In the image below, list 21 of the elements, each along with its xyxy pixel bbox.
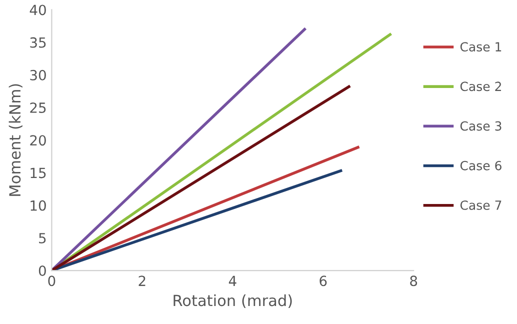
y-tick-label: 20 xyxy=(30,135,46,146)
x-axis-title: Rotation (mrad) xyxy=(174,294,292,308)
y-tick-label: 25 xyxy=(30,102,46,113)
x-tick-label: 6 xyxy=(320,276,327,286)
y-tick-label: 0 xyxy=(38,266,46,276)
legend-label: Case 7 xyxy=(460,200,502,210)
legend-label: Case 1 xyxy=(460,42,502,52)
x-tick-label: 0 xyxy=(48,276,56,286)
legend-label: Case 6 xyxy=(460,160,502,170)
legend-label: Case 2 xyxy=(460,82,501,92)
y-tick-label: 15 xyxy=(30,168,46,178)
y-tick-label: 5 xyxy=(39,233,46,244)
y-tick-label: 30 xyxy=(30,70,46,80)
y-tick-label: 35 xyxy=(30,37,46,48)
y-axis-title: Moment (kNm) xyxy=(8,84,22,196)
legend-label: Case 3 xyxy=(460,121,502,131)
x-tick-label: 2 xyxy=(138,276,146,286)
x-tick-label: 8 xyxy=(410,276,418,286)
y-tick-label: 10 xyxy=(30,200,46,211)
x-tick-label: 4 xyxy=(228,276,236,286)
y-tick-label: 40 xyxy=(30,4,46,16)
